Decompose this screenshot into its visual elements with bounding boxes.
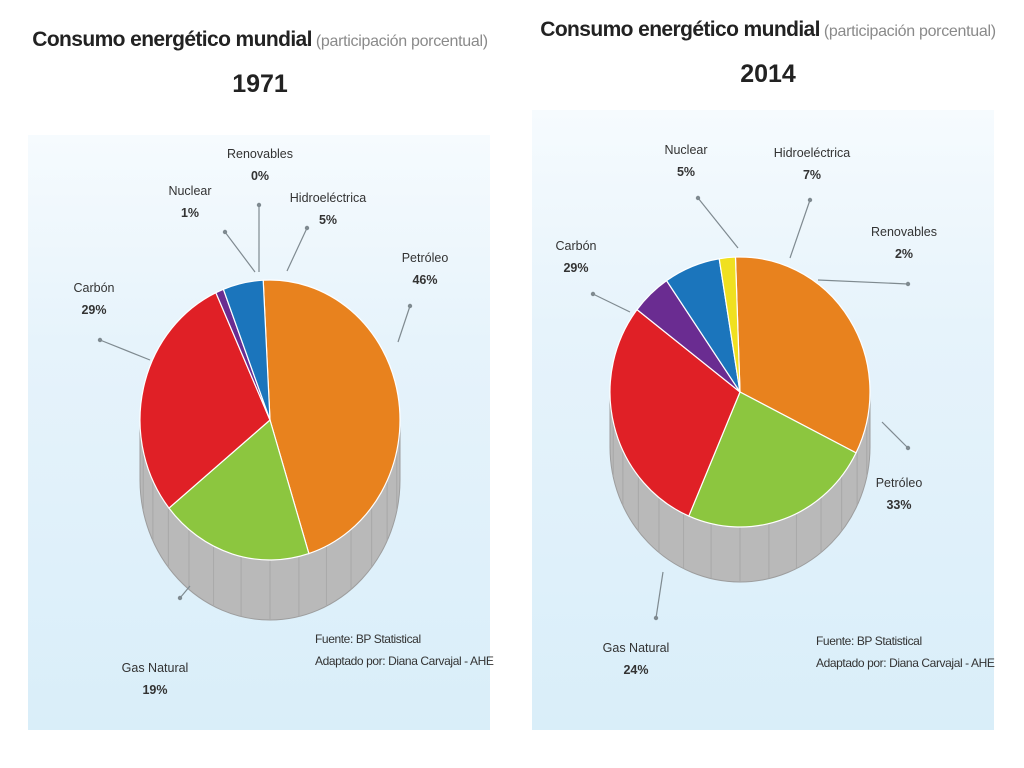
source-note: Fuente: BP Statistical Adaptado por: Dia… xyxy=(816,630,995,674)
slice-value-carbon: 29% xyxy=(563,261,588,275)
slice-label-petroleo: Petróleo xyxy=(402,251,449,265)
leader-dot xyxy=(653,615,659,621)
source-note: Fuente: BP Statistical Adaptado por: Dia… xyxy=(315,628,494,672)
chart-panel-2014: Consumo energético mundial (participación… xyxy=(518,0,1018,768)
adapted-text: Adaptado por: Diana Carvajal - AHE xyxy=(816,656,995,670)
leader-dot xyxy=(222,229,228,235)
leader-line xyxy=(397,305,411,343)
source-text: Fuente: BP Statistical xyxy=(315,632,421,646)
slice-label-hidroelectrica: Hidroeléctrica xyxy=(290,191,366,205)
slice-label-renovables: Renovables xyxy=(227,147,293,161)
pie-slice-carbon xyxy=(609,308,741,517)
leader-dot xyxy=(905,281,911,287)
leader-line xyxy=(655,571,664,619)
pie-slice-petroleo xyxy=(734,256,871,454)
leader-dot xyxy=(177,595,183,601)
pie-chart-2014: Petróleo 33% Gas Natural 24% Carbón 29% Nuclea… xyxy=(556,143,938,677)
adapted-text: Adaptado por: Diana Carvajal - AHE xyxy=(315,654,494,668)
slice-label-carbon: Carbón xyxy=(556,239,597,253)
pie-chart-1971: Petróleo 46% Gas Natural 19% Carbón 29% Nuclea… xyxy=(74,147,449,697)
leader-dot xyxy=(256,202,262,208)
slice-value-gas-natural: 24% xyxy=(623,663,648,677)
leader-dot xyxy=(97,337,103,343)
slice-label-hidroelectrica: Hidroeléctrica xyxy=(774,146,850,160)
leader-dot xyxy=(695,195,701,201)
leader-line xyxy=(99,339,151,361)
pie-slice-gas-natural xyxy=(168,418,310,561)
slice-value-nuclear: 5% xyxy=(677,165,695,179)
chart-year: 1971 xyxy=(232,70,288,98)
leader-line xyxy=(881,421,909,449)
chart-year: 2014 xyxy=(740,60,796,88)
chart-title: Consumo energético mundial (participación… xyxy=(10,28,510,52)
slice-label-nuclear: Nuclear xyxy=(664,143,707,157)
leader-line xyxy=(817,279,909,285)
pie-slice-hidroelectrica xyxy=(222,279,271,421)
leader-line xyxy=(286,227,308,272)
pie-slice-renovables xyxy=(718,256,741,393)
leader-dot xyxy=(807,197,813,203)
chart-title: Consumo energético mundial (participación… xyxy=(518,18,1018,42)
slice-value-carbon: 29% xyxy=(81,303,106,317)
slice-value-petroleo: 46% xyxy=(412,273,437,287)
slice-label-petroleo: Petróleo xyxy=(876,476,923,490)
slice-label-gas-natural: Gas Natural xyxy=(603,641,670,655)
leader-dot xyxy=(905,445,911,451)
leader-dot xyxy=(407,303,413,309)
slice-value-gas-natural: 19% xyxy=(142,683,167,697)
leader-line xyxy=(697,197,739,249)
slice-label-renovables: Renovables xyxy=(871,225,937,239)
leader-line xyxy=(179,585,191,599)
slice-label-gas-natural: Gas Natural xyxy=(122,661,189,675)
slice-value-hidroelectrica: 7% xyxy=(803,168,821,182)
chart-title-main: Consumo energético mundial xyxy=(32,28,312,51)
slice-label-nuclear: Nuclear xyxy=(168,184,211,198)
chart-subtitle: (participación porcentual) xyxy=(315,33,488,50)
source-text: Fuente: BP Statistical xyxy=(816,634,922,648)
slice-label-carbon: Carbón xyxy=(74,281,115,295)
leader-line xyxy=(224,231,256,273)
leader-line xyxy=(592,293,631,313)
chart-title-main: Consumo energético mundial xyxy=(540,18,820,41)
leader-dot xyxy=(590,291,596,297)
leader-dot xyxy=(304,225,310,231)
pie-slice-gas-natural xyxy=(688,391,857,528)
pie-slice-carbon xyxy=(139,291,271,509)
chart-panel-1971: Consumo energético mundial (participación… xyxy=(10,0,510,768)
pie-slice-petroleo xyxy=(262,279,401,555)
slice-value-renovables: 0% xyxy=(251,169,269,183)
chart-subtitle: (participación porcentual) xyxy=(823,23,996,40)
slice-value-petroleo: 33% xyxy=(886,498,911,512)
slice-value-nuclear: 1% xyxy=(181,206,199,220)
leader-line xyxy=(789,199,811,259)
slice-value-renovables: 2% xyxy=(895,247,913,261)
slice-value-hidroelectrica: 5% xyxy=(319,213,337,227)
